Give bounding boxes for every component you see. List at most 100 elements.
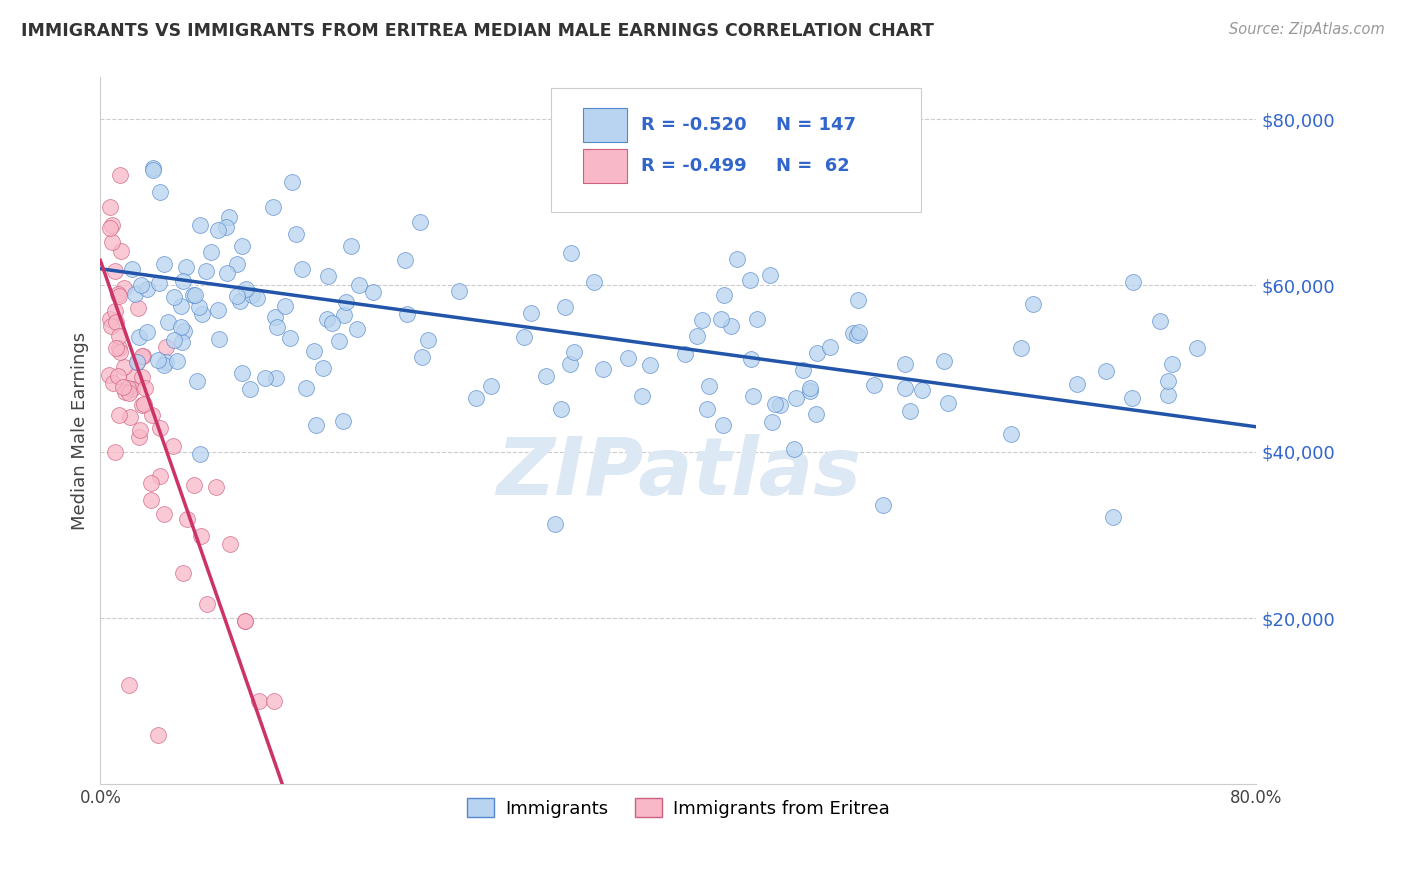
Point — [162, 333, 184, 347]
Point — [1066, 376, 1088, 391]
Point — [124, 370, 146, 384]
Point — [131, 278, 153, 293]
Point — [181, 288, 204, 302]
Point — [690, 313, 713, 327]
Point — [1157, 388, 1180, 402]
Point — [136, 325, 159, 339]
Point — [107, 341, 129, 355]
Point — [394, 252, 416, 267]
Point — [104, 263, 127, 277]
Point — [226, 257, 249, 271]
Point — [128, 330, 150, 344]
Point — [804, 407, 827, 421]
Point — [131, 369, 153, 384]
Point — [132, 349, 155, 363]
Point — [127, 355, 149, 369]
FancyBboxPatch shape — [583, 149, 627, 183]
Point — [121, 262, 143, 277]
Point — [100, 318, 122, 333]
Point — [592, 362, 614, 376]
Point — [696, 401, 718, 416]
Point — [321, 316, 343, 330]
Point — [112, 380, 135, 394]
Point — [190, 307, 212, 321]
Point — [148, 276, 170, 290]
Point — [686, 329, 709, 343]
Point — [207, 223, 229, 237]
Point — [155, 355, 177, 369]
Text: N =  62: N = 62 — [776, 157, 851, 175]
Point — [112, 359, 135, 374]
Point — [761, 415, 783, 429]
Point — [305, 417, 328, 432]
Point — [418, 334, 440, 348]
Point — [512, 330, 534, 344]
Point — [742, 389, 765, 403]
Point — [1102, 509, 1125, 524]
Point — [183, 478, 205, 492]
Point — [166, 353, 188, 368]
Point — [713, 287, 735, 301]
Point — [218, 210, 240, 224]
Point — [100, 235, 122, 250]
Point — [107, 408, 129, 422]
Point — [104, 304, 127, 318]
Point — [188, 218, 211, 232]
Point — [134, 381, 156, 395]
Point — [332, 308, 354, 322]
Point — [560, 246, 582, 260]
Point — [157, 315, 180, 329]
Point — [544, 516, 567, 531]
Point — [100, 221, 122, 235]
Point — [149, 420, 172, 434]
Point — [740, 351, 762, 366]
Point — [295, 381, 318, 395]
Point — [153, 257, 176, 271]
Point — [141, 493, 163, 508]
Point — [107, 369, 129, 384]
Point — [280, 175, 302, 189]
Point — [1156, 374, 1178, 388]
Point — [229, 293, 252, 308]
Point — [346, 322, 368, 336]
Point — [100, 218, 122, 232]
Point — [1121, 391, 1143, 405]
Point — [395, 307, 418, 321]
Point — [806, 346, 828, 360]
Point — [932, 353, 955, 368]
Point — [101, 376, 124, 391]
Point — [208, 332, 231, 346]
Point — [195, 264, 218, 278]
Point — [894, 357, 917, 371]
Point — [863, 377, 886, 392]
Point — [195, 597, 218, 611]
Point — [328, 334, 350, 348]
Point — [129, 423, 152, 437]
Point — [128, 430, 150, 444]
Point — [520, 306, 543, 320]
Point — [617, 351, 640, 366]
Point — [1160, 358, 1182, 372]
Point — [125, 355, 148, 369]
Point — [187, 300, 209, 314]
Point — [135, 282, 157, 296]
Point — [411, 350, 433, 364]
Point — [278, 330, 301, 344]
Point — [98, 312, 121, 326]
Point — [231, 366, 253, 380]
Point — [173, 324, 195, 338]
Point — [534, 369, 557, 384]
Point — [725, 252, 748, 267]
Text: ZIPatlas: ZIPatlas — [496, 434, 860, 512]
Point — [121, 382, 143, 396]
Point — [170, 300, 193, 314]
Point — [142, 163, 165, 178]
Point — [312, 360, 335, 375]
Point — [169, 319, 191, 334]
Point — [205, 480, 228, 494]
Point — [118, 409, 141, 424]
Point — [262, 200, 284, 214]
Point — [139, 476, 162, 491]
Point — [818, 340, 841, 354]
Point — [759, 268, 782, 283]
